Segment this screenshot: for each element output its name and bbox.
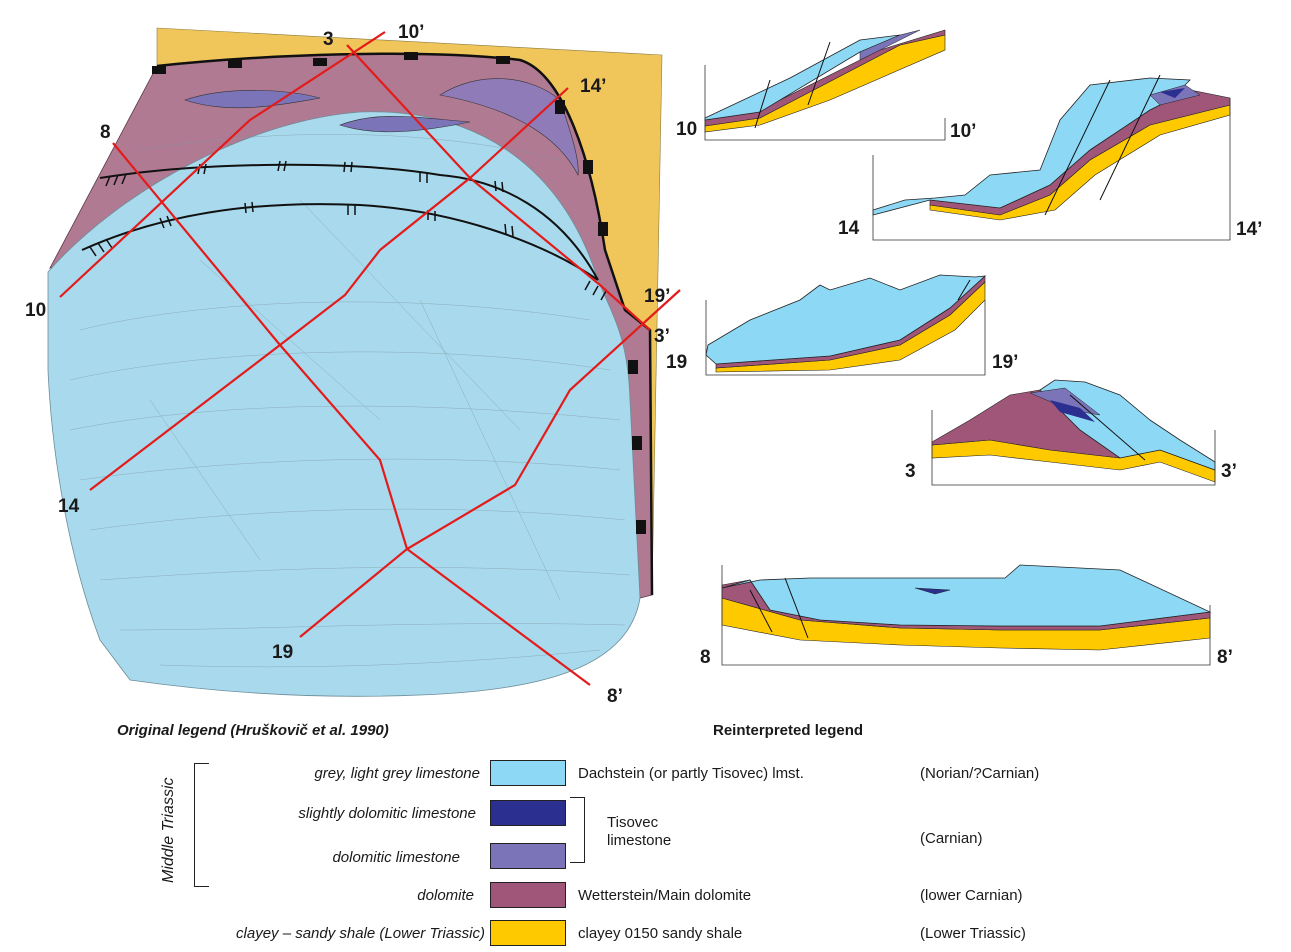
orig-row-3: dolomitic limestone [332,849,460,866]
section-10-right-label: 10’ [950,121,976,142]
swatch-shale [490,920,566,946]
section-14-left-label: 14 [838,218,860,239]
reint-row-4: Wetterstein/Main dolomite [578,887,752,904]
age-row-4: (lower Carnian) [920,887,1023,904]
map-label-3-prime: 3’ [654,326,670,347]
section-8-right-label: 8’ [1217,647,1233,668]
map-fault-2 [81,203,599,281]
section-19-left-label: 19 [666,352,687,373]
map-label-8-prime: 8’ [607,686,623,707]
map-tisovec-lens-3 [439,78,579,176]
map-thrust-teeth [152,52,646,534]
cross-section-19: 19 19’ [666,274,1018,376]
swatch-tisovec-light [490,843,566,869]
age-tisovec: (Carnian) [920,830,983,847]
map-topo-lines [69,134,631,668]
middle-triassic-bracket [194,763,209,887]
swatch-dachstein [490,760,566,786]
section-8-left-label: 8 [700,647,711,668]
section-line-8 [112,142,591,686]
section-lines [59,31,681,686]
section-line-3 [346,44,651,331]
map-label-8: 8 [100,122,111,143]
map-label-10: 10 [25,300,46,321]
section-3-left-label: 3 [905,461,916,482]
reint-row-1: Dachstein (or partly Tisovec) lmst. [578,765,804,782]
orig-row-5: clayey – sandy shale (Lower Triassic) [236,925,485,942]
swatch-tisovec-dark [490,800,566,826]
section-10-dolomite [704,29,946,127]
reint-tisovec-2: limestone [607,832,672,849]
map-label-14-prime: 14’ [580,76,606,97]
map-tisovec-lens-2 [339,115,471,133]
orig-row-2: slightly dolomitic limestone [298,805,476,822]
original-legend-title: Original legend (Hruškovič et al. 1990) [117,722,389,739]
map-label-3: 3 [323,29,334,50]
age-row-1: (Norian/?Carnian) [920,765,1040,782]
tisovec-bracket [570,797,585,863]
section-3-right-label: 3’ [1221,461,1237,482]
geological-map [47,27,681,697]
map-thrust-line [156,52,654,596]
map-fault-ticks [89,160,607,301]
map-labels: 3 10’ 14’ 8 10 19’ 3’ 14 19 8’ [25,22,670,707]
map-tisovec-lens-1 [184,90,321,109]
map-limestone-area [47,111,641,697]
cross-section-14: 14 14’ [838,74,1262,241]
middle-triassic-label: Middle Triassic [160,777,177,884]
reinterpreted-legend-title: Reinterpreted legend [713,722,864,739]
reint-tisovec-1: Tisovec [607,814,659,831]
map-label-14: 14 [58,496,80,517]
age-row-5: (Lower Triassic) [920,925,1026,942]
section-19-limestone [705,274,987,365]
map-label-10-prime: 10’ [398,22,424,43]
section-19-right-label: 19’ [992,352,1018,373]
cross-section-3: 3 3’ [905,379,1237,486]
cross-section-8: 8 8’ [700,564,1233,668]
orig-row-4: dolomite [417,887,474,904]
swatch-dolomite [490,882,566,908]
section-14-right-label: 14’ [1236,219,1262,240]
section-line-10 [59,31,386,298]
cross-section-10: 10 10’ [676,29,976,142]
section-8-limestone [721,564,1212,627]
section-line-14 [89,87,569,491]
section-line-19 [299,289,681,638]
reint-row-5: clayey 0150 sandy shale [578,925,743,942]
map-fault-1 [99,163,599,281]
section-10-left-label: 10 [676,119,697,140]
map-label-19: 19 [272,642,293,663]
map-label-19-prime: 19’ [644,286,670,307]
orig-row-1: grey, light grey limestone [314,765,480,782]
section-14-limestone [872,77,1191,216]
